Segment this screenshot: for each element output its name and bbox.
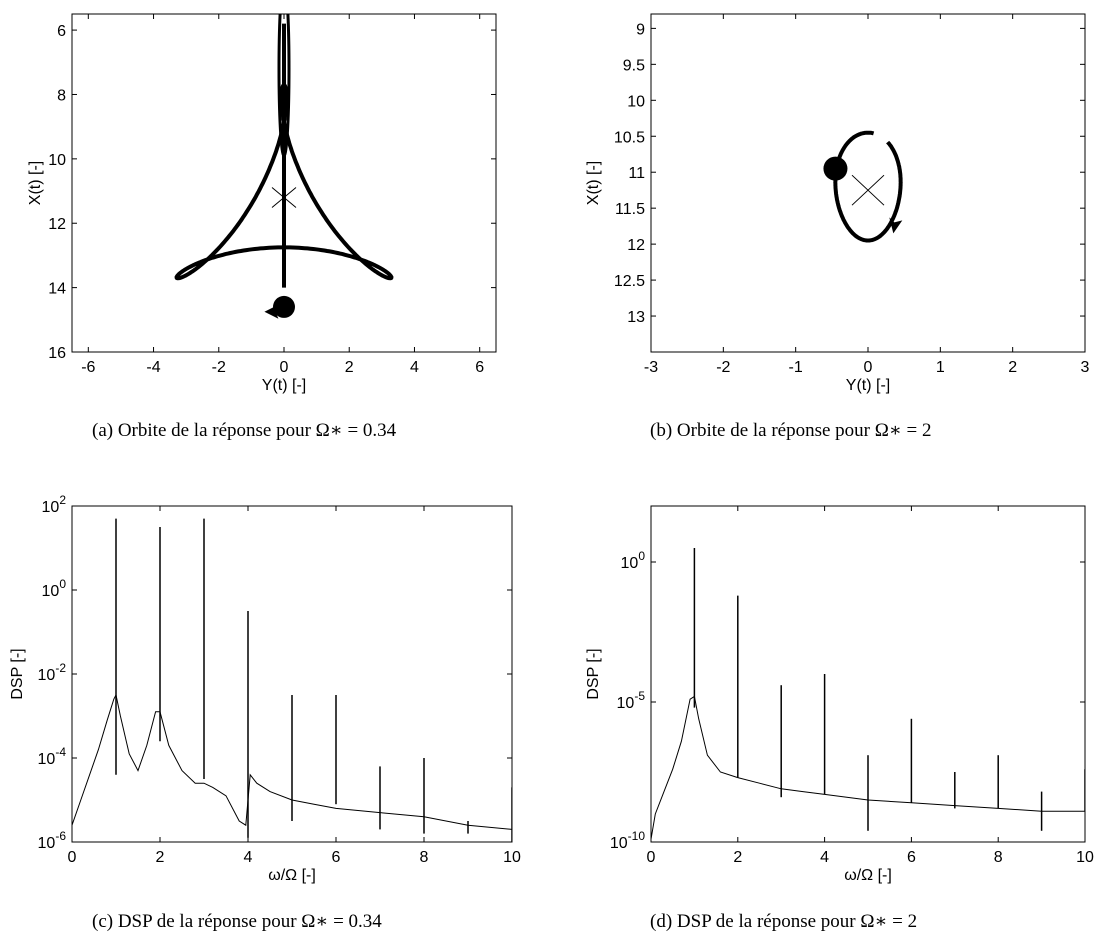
x-tick-label: 4 [410, 359, 419, 376]
y-tick-label: 10-10 [610, 829, 645, 852]
y-tick-label: 12.5 [614, 273, 645, 290]
y-tick-label: 9.5 [623, 57, 645, 74]
y-tick-label: 10 [627, 93, 645, 110]
psd-plot-d: 0 2 4 6 8 10 10-10 10-5 100 ω/Ω [-] DSP [-] [585, 505, 1094, 884]
x-tick-label: 6 [475, 359, 484, 376]
x-tick-label: 2 [1008, 359, 1017, 376]
y-tick-label: 8 [57, 87, 66, 104]
x-tick-label: 1 [936, 359, 945, 376]
y-tick-label: 13 [627, 309, 645, 326]
psd-plot-c: 0 2 4 6 8 10 10-6 10-4 10-2 100 102 ω/Ω [-] DSP [-] [9, 493, 521, 884]
plot-area [174, 14, 394, 319]
x-axis-label: Y(t) [-] [846, 377, 890, 394]
x-tick-label: 0 [864, 359, 873, 376]
direction-arrow [264, 304, 279, 319]
plot-area [72, 518, 512, 842]
y-tick-label: 14 [48, 281, 66, 298]
x-tick-label: 0 [280, 359, 289, 376]
x-tick-label: -4 [146, 359, 160, 376]
y-tick-label: 11 [628, 165, 645, 182]
start-marker [823, 156, 848, 181]
x-tick-label: 8 [994, 849, 1003, 866]
x-tick-label: 4 [244, 849, 253, 866]
y-tick-label: 12 [627, 237, 645, 254]
y-tick-label: 10-6 [38, 829, 67, 852]
y-axis-label: X(t) [-] [585, 161, 602, 205]
x-tick-label: 2 [733, 849, 742, 866]
y-axis-label: DSP [-] [9, 648, 26, 699]
x-tick-label: -3 [644, 359, 658, 376]
plot-area [823, 130, 903, 243]
x-tick-label: 10 [503, 849, 521, 866]
caption-c: (c) DSP de la réponse pour Ω∗ = 0.34 [92, 911, 382, 932]
x-axis-label: ω/Ω [-] [268, 867, 316, 884]
y-tick-label: 10-4 [38, 745, 67, 768]
y-tick-label: 100 [42, 577, 67, 600]
x-axis-label: Y(t) [-] [262, 377, 306, 394]
y-tick-label: 6 [57, 23, 66, 40]
x-tick-label: 3 [1081, 359, 1090, 376]
caption-a: (a) Orbite de la réponse pour Ω∗ = 0.34 [92, 420, 397, 441]
direction-arrow [889, 217, 903, 234]
y-tick-label: 102 [42, 493, 67, 516]
y-tick-label: 12 [48, 216, 66, 233]
orbit-loop [277, 14, 291, 158]
orbit-plot-a: -6 -4 -2 0 2 4 6 6 8 10 12 14 16 Y(t) [-] X(t) [-] [27, 13, 497, 394]
x-axis-label: ω/Ω [-] [844, 867, 892, 884]
caption-d: (d) DSP de la réponse pour Ω∗ = 2 [650, 911, 918, 932]
x-tick-label: 6 [332, 849, 341, 866]
end-marker [271, 187, 297, 208]
psd-curve [72, 693, 512, 830]
y-tick-label: 10-5 [617, 689, 646, 712]
x-tick-label: -6 [81, 359, 95, 376]
y-tick-label: 11.5 [615, 201, 645, 218]
y-tick-label: 10-2 [38, 661, 67, 684]
plot-area [651, 548, 1085, 840]
x-tick-label: -2 [716, 359, 730, 376]
end-marker [851, 174, 885, 206]
y-tick-label: 100 [621, 549, 646, 572]
orbit-path [833, 130, 903, 243]
caption-b: (b) Orbite de la réponse pour Ω∗ = 2 [650, 420, 932, 441]
x-tick-label: -2 [212, 359, 226, 376]
y-tick-label: 10 [48, 152, 66, 169]
x-tick-label: 8 [420, 849, 429, 866]
x-tick-label: 10 [1076, 849, 1094, 866]
y-tick-label: 10.5 [614, 129, 645, 146]
y-axis-label: DSP [-] [585, 648, 602, 699]
x-tick-label: 6 [907, 849, 916, 866]
x-tick-label: 0 [68, 849, 77, 866]
x-tick-label: 4 [820, 849, 829, 866]
y-tick-label: 9 [636, 21, 645, 38]
axes-box [650, 13, 1086, 353]
start-marker [273, 295, 295, 318]
x-tick-label: 2 [345, 359, 354, 376]
x-tick-label: 0 [647, 849, 656, 866]
axes-box [650, 505, 1086, 843]
y-tick-label: 16 [48, 345, 66, 362]
x-tick-label: 2 [156, 849, 165, 866]
y-axis-label: X(t) [-] [27, 161, 44, 205]
x-tick-label: -1 [789, 359, 803, 376]
